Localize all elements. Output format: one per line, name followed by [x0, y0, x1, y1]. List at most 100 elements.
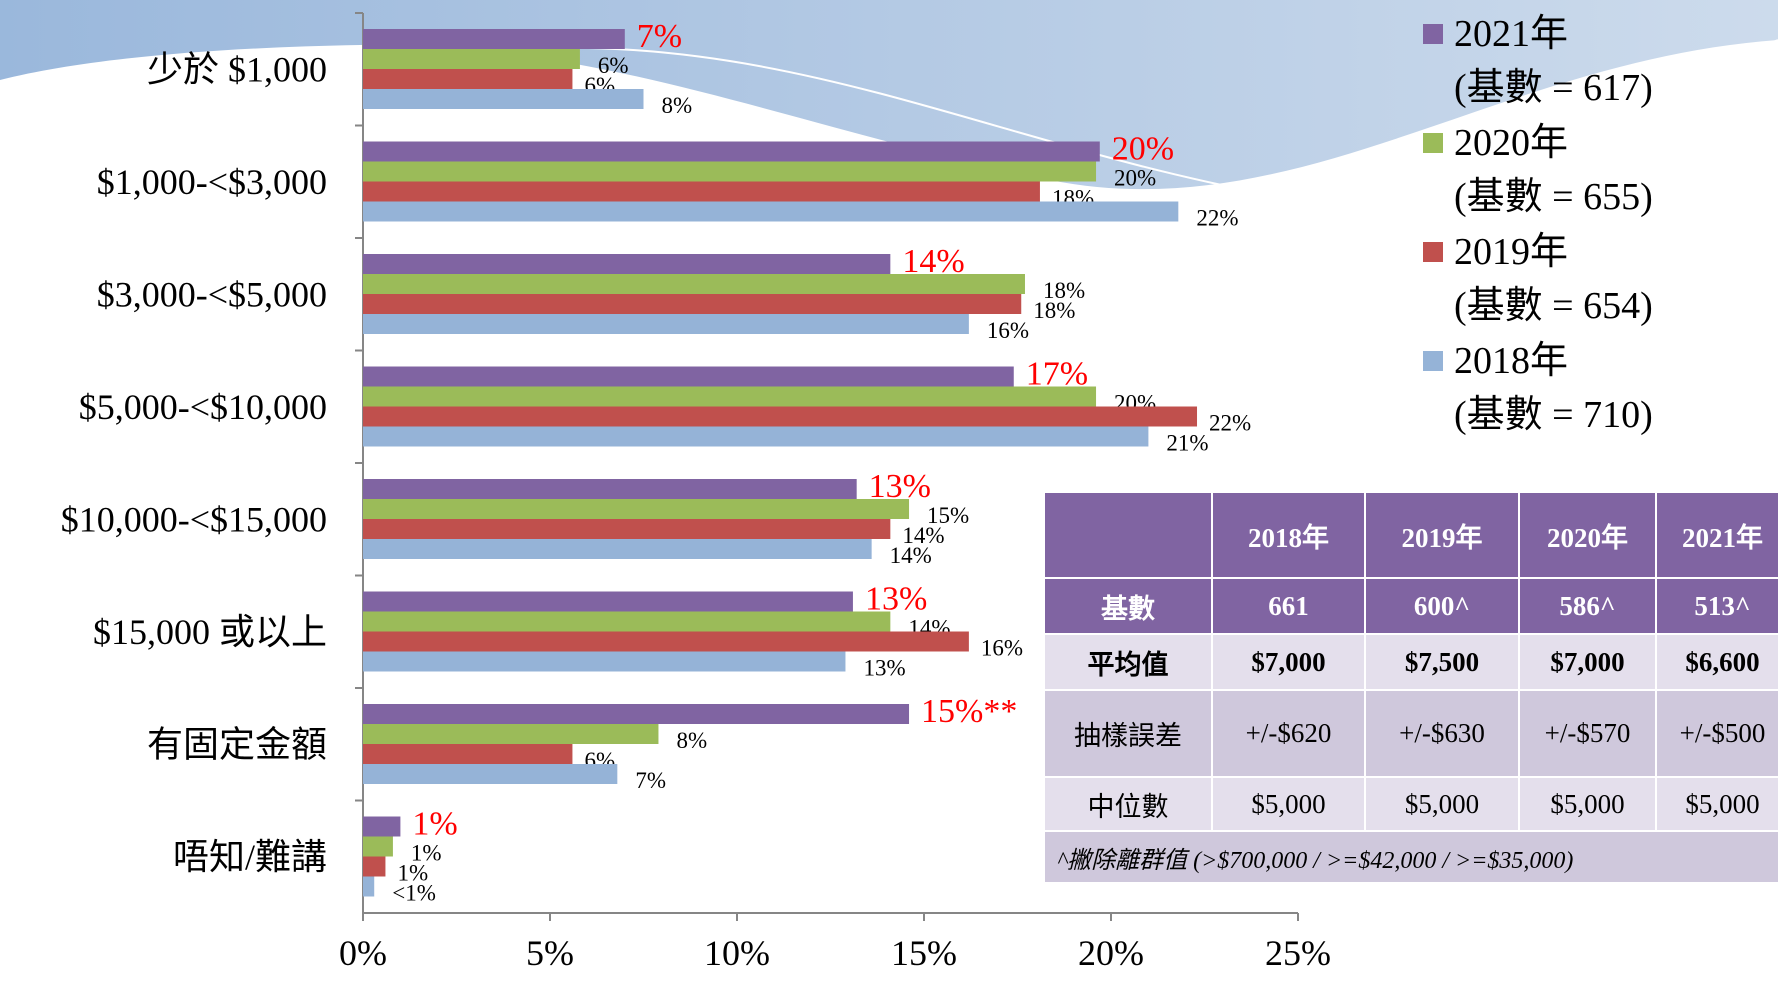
value-label: 1%	[412, 806, 457, 843]
table-cell	[1044, 492, 1212, 578]
bar	[363, 69, 572, 89]
bar	[363, 142, 1100, 162]
value-label: 14%	[890, 543, 932, 568]
value-label: 7%	[637, 18, 682, 55]
legend-label: 2018年	[1454, 340, 1568, 382]
legend-base: (基數 = 654)	[1454, 285, 1653, 327]
category-label: 少於 $1,000	[147, 49, 327, 89]
table-cell: 抽樣誤差	[1044, 690, 1212, 777]
bar	[363, 817, 400, 837]
legend-label: 2021年	[1454, 13, 1568, 55]
bar	[363, 744, 572, 764]
table-cell: $5,000	[1656, 777, 1778, 831]
table-cell: $5,000	[1365, 777, 1519, 831]
category-label: 有固定金額	[147, 724, 327, 764]
value-label: 22%	[1209, 411, 1251, 436]
bar	[363, 427, 1148, 447]
bar	[363, 29, 625, 49]
bar	[363, 652, 845, 672]
bar	[363, 89, 644, 109]
value-label: 16%	[981, 636, 1023, 661]
value-label: 8%	[676, 728, 707, 753]
category-label: $5,000-<$10,000	[79, 387, 327, 427]
bar	[363, 877, 374, 897]
x-tick-label: 0%	[339, 933, 387, 973]
value-label: 15%**	[921, 693, 1017, 730]
table-cell: $5,000	[1519, 777, 1656, 831]
table-row: 平均值$7,000$7,500$7,000$6,600	[1044, 634, 1778, 690]
value-label: 8%	[662, 93, 693, 118]
legend-swatch	[1423, 133, 1443, 153]
bar	[363, 387, 1096, 407]
x-tick-label: 5%	[526, 933, 574, 973]
legend-base: (基數 = 710)	[1454, 394, 1653, 436]
table-row: 中位數$5,000$5,000$5,000$5,000	[1044, 777, 1778, 831]
x-tick-label: 20%	[1078, 933, 1144, 973]
bar	[363, 367, 1014, 387]
value-label: 20%	[1114, 166, 1156, 191]
value-label: 21%	[1166, 431, 1208, 456]
table-row: 抽樣誤差+/-$620+/-$630+/-$570+/-$500	[1044, 690, 1778, 777]
x-tick-label: 15%	[891, 933, 957, 973]
table-cell: $7,000	[1519, 634, 1656, 690]
category-label: $1,000-<$3,000	[97, 162, 327, 202]
x-tick-label: 25%	[1265, 933, 1331, 973]
table-cell: $7,500	[1365, 634, 1519, 690]
page: 0%5%10%15%20%25%少於 $1,0007%6%6%8%$1,000-…	[0, 0, 1778, 993]
value-label: 16%	[987, 318, 1029, 343]
value-label: 22%	[1196, 206, 1238, 231]
legend-base: (基數 = 617)	[1454, 67, 1653, 109]
table-cell: 661	[1212, 578, 1365, 634]
table-cell: $6,600	[1656, 634, 1778, 690]
bar	[363, 182, 1040, 202]
bar	[363, 519, 890, 539]
table-cell: $5,000	[1212, 777, 1365, 831]
bar	[363, 274, 1025, 294]
table-cell: 2019年	[1365, 492, 1519, 578]
x-tick-label: 10%	[704, 933, 770, 973]
table-cell: +/-$630	[1365, 690, 1519, 777]
table-cell: $7,000	[1212, 634, 1365, 690]
bar	[363, 837, 393, 857]
table-cell: 2021年	[1656, 492, 1778, 578]
table-cell: 2018年	[1212, 492, 1365, 578]
table-row: ^撇除離群值 (>$700,000 / >=$42,000 / >=$35,00…	[1044, 831, 1778, 883]
table-cell: 中位數	[1044, 777, 1212, 831]
value-label: <1%	[392, 881, 436, 906]
bar	[363, 162, 1096, 182]
bar	[363, 479, 857, 499]
table-cell: 基數	[1044, 578, 1212, 634]
bar	[363, 254, 890, 274]
table-cell: 平均值	[1044, 634, 1212, 690]
bar	[363, 632, 969, 652]
bar	[363, 724, 658, 744]
value-label: 7%	[635, 768, 666, 793]
legend-label: 2020年	[1454, 122, 1568, 164]
table-cell: +/-$620	[1212, 690, 1365, 777]
bar	[363, 49, 580, 69]
category-label: $10,000-<$15,000	[61, 499, 327, 539]
bar	[363, 202, 1178, 222]
bar	[363, 294, 1021, 314]
table-cell: 2020年	[1519, 492, 1656, 578]
bar	[363, 612, 890, 632]
legend-swatch	[1423, 351, 1443, 371]
value-label: 18%	[1033, 298, 1075, 323]
table-cell: 513^	[1656, 578, 1778, 634]
bar	[363, 592, 853, 612]
bar	[363, 764, 617, 784]
legend-label: 2019年	[1454, 231, 1568, 273]
table-cell: 600^	[1365, 578, 1519, 634]
legend-swatch	[1423, 242, 1443, 262]
bar	[363, 407, 1197, 427]
category-label: $3,000-<$5,000	[97, 274, 327, 314]
value-label: 13%	[863, 656, 905, 681]
legend-base: (基數 = 655)	[1454, 176, 1653, 218]
category-label: 唔知/難講	[173, 837, 327, 877]
table-cell: 586^	[1519, 578, 1656, 634]
bar	[363, 704, 909, 724]
legend-swatch	[1423, 24, 1443, 44]
